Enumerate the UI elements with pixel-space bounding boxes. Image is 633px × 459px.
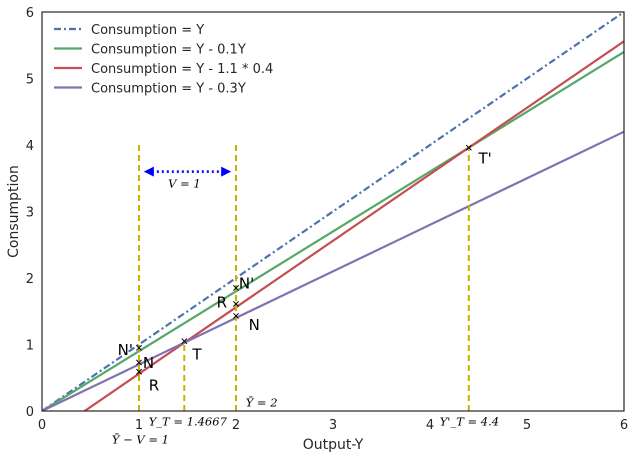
math-label-2: Y_T = 1.4667	[149, 415, 228, 429]
marker-2	[136, 359, 142, 366]
y-tick-label: 3	[26, 206, 34, 221]
series-line-2	[42, 50, 624, 411]
marker-stroke	[233, 300, 239, 307]
x-tick-label: 5	[523, 418, 531, 433]
marker-8	[465, 144, 472, 151]
point-label-2: N	[143, 354, 154, 372]
x-tick-label: 3	[329, 418, 337, 433]
series-line-3	[82, 40, 624, 411]
arrow-head-left	[143, 166, 154, 177]
y-ticks: 0 1 2 3 4 5 6	[26, 6, 34, 420]
marker-stroke	[465, 144, 472, 151]
point-label-8: T'	[478, 149, 492, 167]
legend-entry-4: Consumption = Y - 0.3Y	[91, 82, 246, 97]
marker-1	[136, 344, 142, 351]
math-label-3: Ȳ = 2	[246, 395, 278, 409]
marker-stroke	[136, 368, 142, 375]
x-tick-label: 0	[38, 418, 46, 433]
series-line-1	[42, 12, 624, 411]
plot-lines	[42, 12, 624, 411]
y-tick-label: 4	[26, 139, 34, 154]
marker-stroke	[233, 312, 239, 319]
y-tick-label: 1	[26, 339, 34, 354]
x-tick-label: 1	[135, 418, 143, 433]
y-tick-label: 5	[26, 73, 34, 88]
math-label-4: Y'_T = 4.4	[440, 415, 499, 429]
y-tick-label: 0	[26, 405, 34, 420]
marker-stroke	[136, 359, 142, 366]
point-label-4: T	[191, 345, 202, 363]
x-tick-label: 2	[232, 418, 240, 433]
point-label-6: R	[217, 294, 227, 312]
x-tick-label: 4	[426, 418, 434, 433]
point-label-3: R	[149, 377, 159, 395]
series-line-4	[42, 130, 624, 411]
legend-entry-1: Consumption = Y	[91, 23, 204, 38]
x-ticks: 0 1 2 3 4 5 6	[38, 418, 628, 433]
point-label-5: N'	[239, 274, 254, 292]
marker-stroke	[233, 285, 239, 291]
arrow-head-right	[221, 166, 232, 177]
marker-6	[233, 300, 239, 307]
y-tick-label: 2	[26, 272, 34, 287]
legend-entry-3: Consumption = Y - 1.1 * 0.4	[91, 62, 273, 77]
marker-stroke	[136, 344, 142, 351]
marker-7	[233, 312, 239, 319]
x-axis-label: Output-Y	[303, 437, 364, 453]
marker-stroke	[181, 338, 188, 345]
interval-arrow	[143, 166, 232, 177]
legend: Consumption = Y Consumption = Y - 0.1Y Con…	[54, 23, 273, 97]
point-label-7: N	[249, 316, 260, 334]
y-tick-label: 6	[26, 6, 34, 21]
vertical-guides	[138, 145, 470, 411]
math-label-5: Ȳ − V = 1	[112, 433, 169, 447]
marker-3	[136, 368, 142, 375]
x-tick-label: 6	[620, 418, 628, 433]
marker-5	[233, 285, 239, 291]
plot-frame	[41, 11, 625, 412]
point-label-1: N'	[118, 341, 133, 359]
y-axis-label: Consumption	[6, 165, 22, 258]
legend-entry-2: Consumption = Y - 0.1Y	[91, 43, 246, 58]
markers	[136, 144, 472, 375]
marker-4	[181, 338, 188, 345]
math-label-1: V = 1	[168, 177, 201, 191]
